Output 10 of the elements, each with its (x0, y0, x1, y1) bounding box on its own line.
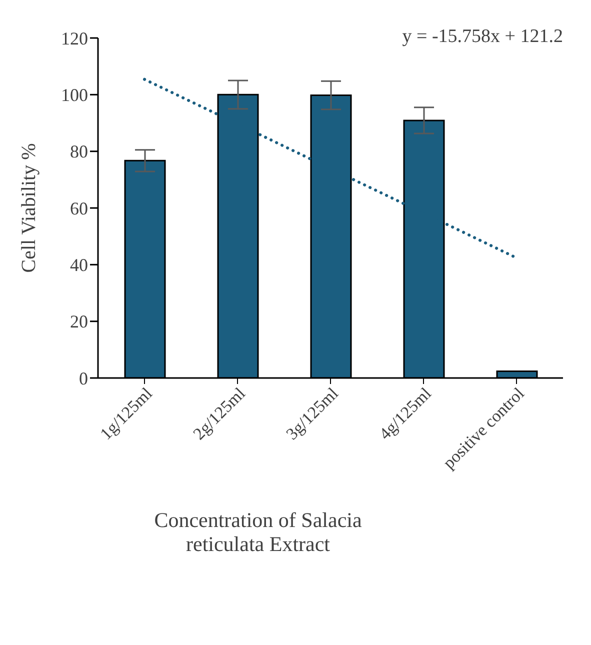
y-tick-label: 120 (61, 28, 88, 48)
y-tick-label: 100 (61, 85, 88, 106)
x-axis-title: Concentration of Salacia reticulata Extract (153, 508, 363, 556)
y-tick-label: 40 (70, 255, 88, 276)
y-tick-label: 20 (70, 312, 88, 332)
annotation: y = -15.758x + 121.2 (402, 26, 563, 48)
y-axis-title: Cell Viability % (18, 143, 40, 273)
y-tick-label: 60 (70, 198, 88, 218)
y-tick-label: 80 (70, 142, 88, 162)
y-tick-label: 0 (79, 368, 88, 388)
